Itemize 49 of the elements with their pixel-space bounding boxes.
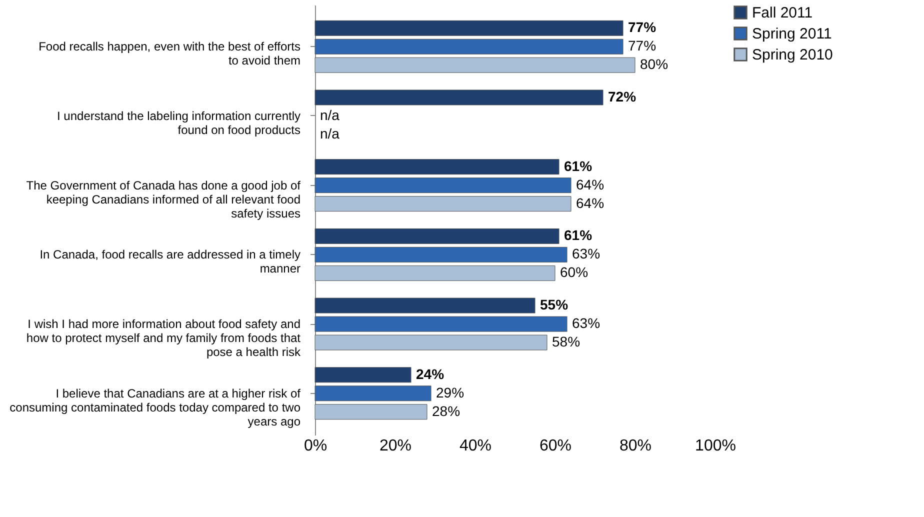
legend-label: Fall 2011 — [752, 4, 813, 22]
bar — [314, 386, 432, 402]
data-label: 77% — [628, 38, 656, 54]
y-tick-label: I understand the labeling information currently found on food products — [57, 108, 300, 137]
data-label: 80% — [640, 56, 668, 72]
data-label: 24% — [416, 366, 445, 382]
y-tick-label: I believe that Canadians are at a higher risk of consuming contaminated foods today compared to two years ago — [10, 386, 302, 428]
text: n/a — [320, 125, 340, 142]
text: n/a — [320, 106, 340, 123]
data-label: 77% — [628, 19, 657, 36]
x-tick-label: 60% — [539, 438, 572, 454]
bar — [314, 196, 572, 212]
bar — [314, 404, 428, 420]
data-label: 61% — [564, 158, 593, 174]
data-label: 58% — [552, 334, 580, 350]
y-tick-label: Food recalls happen, even with the best of efforts to avoid them — [38, 40, 300, 68]
data-label: 63% — [572, 315, 600, 332]
data-label: 29% — [436, 384, 464, 400]
bar — [314, 316, 568, 332]
x-tick-label: 0% — [304, 438, 328, 454]
bar — [314, 265, 556, 281]
data-label: 61% — [564, 227, 593, 244]
bar — [314, 57, 636, 73]
y-tick-label: I wish I had more information about food safety and how to protect myself and my family from foods that pose a health risk — [26, 317, 302, 360]
legend-label: Spring 2011 — [752, 26, 832, 42]
x-tick-label: 20% — [379, 438, 412, 454]
data-label: 64% — [576, 176, 604, 192]
x-tick-label: 40% — [459, 438, 492, 454]
x-tick-label: 100% — [695, 438, 736, 454]
data-label: 64% — [576, 194, 604, 211]
bar — [314, 298, 536, 314]
legend-label: Spring 2010 — [752, 46, 833, 64]
data-label: 28% — [432, 402, 460, 419]
bar — [314, 38, 624, 54]
data-label: 63% — [572, 246, 600, 262]
x-tick-label: 80% — [619, 438, 652, 454]
bar — [314, 90, 604, 106]
y-tick-label: The Government of Canada has done a good job of keeping Canadians informed of all relevant food safety issues — [26, 178, 302, 220]
bar — [314, 367, 412, 383]
bar — [314, 178, 572, 194]
bar — [314, 20, 624, 36]
data-label: 60% — [560, 264, 588, 280]
bar — [314, 228, 560, 244]
bar — [314, 246, 568, 262]
bar — [314, 159, 560, 175]
data-label: 55% — [540, 296, 569, 313]
data-label: 72% — [608, 88, 637, 104]
y-tick-label: In Canada, food recalls are addressed in a timely manner — [40, 248, 301, 276]
bar — [314, 334, 548, 350]
